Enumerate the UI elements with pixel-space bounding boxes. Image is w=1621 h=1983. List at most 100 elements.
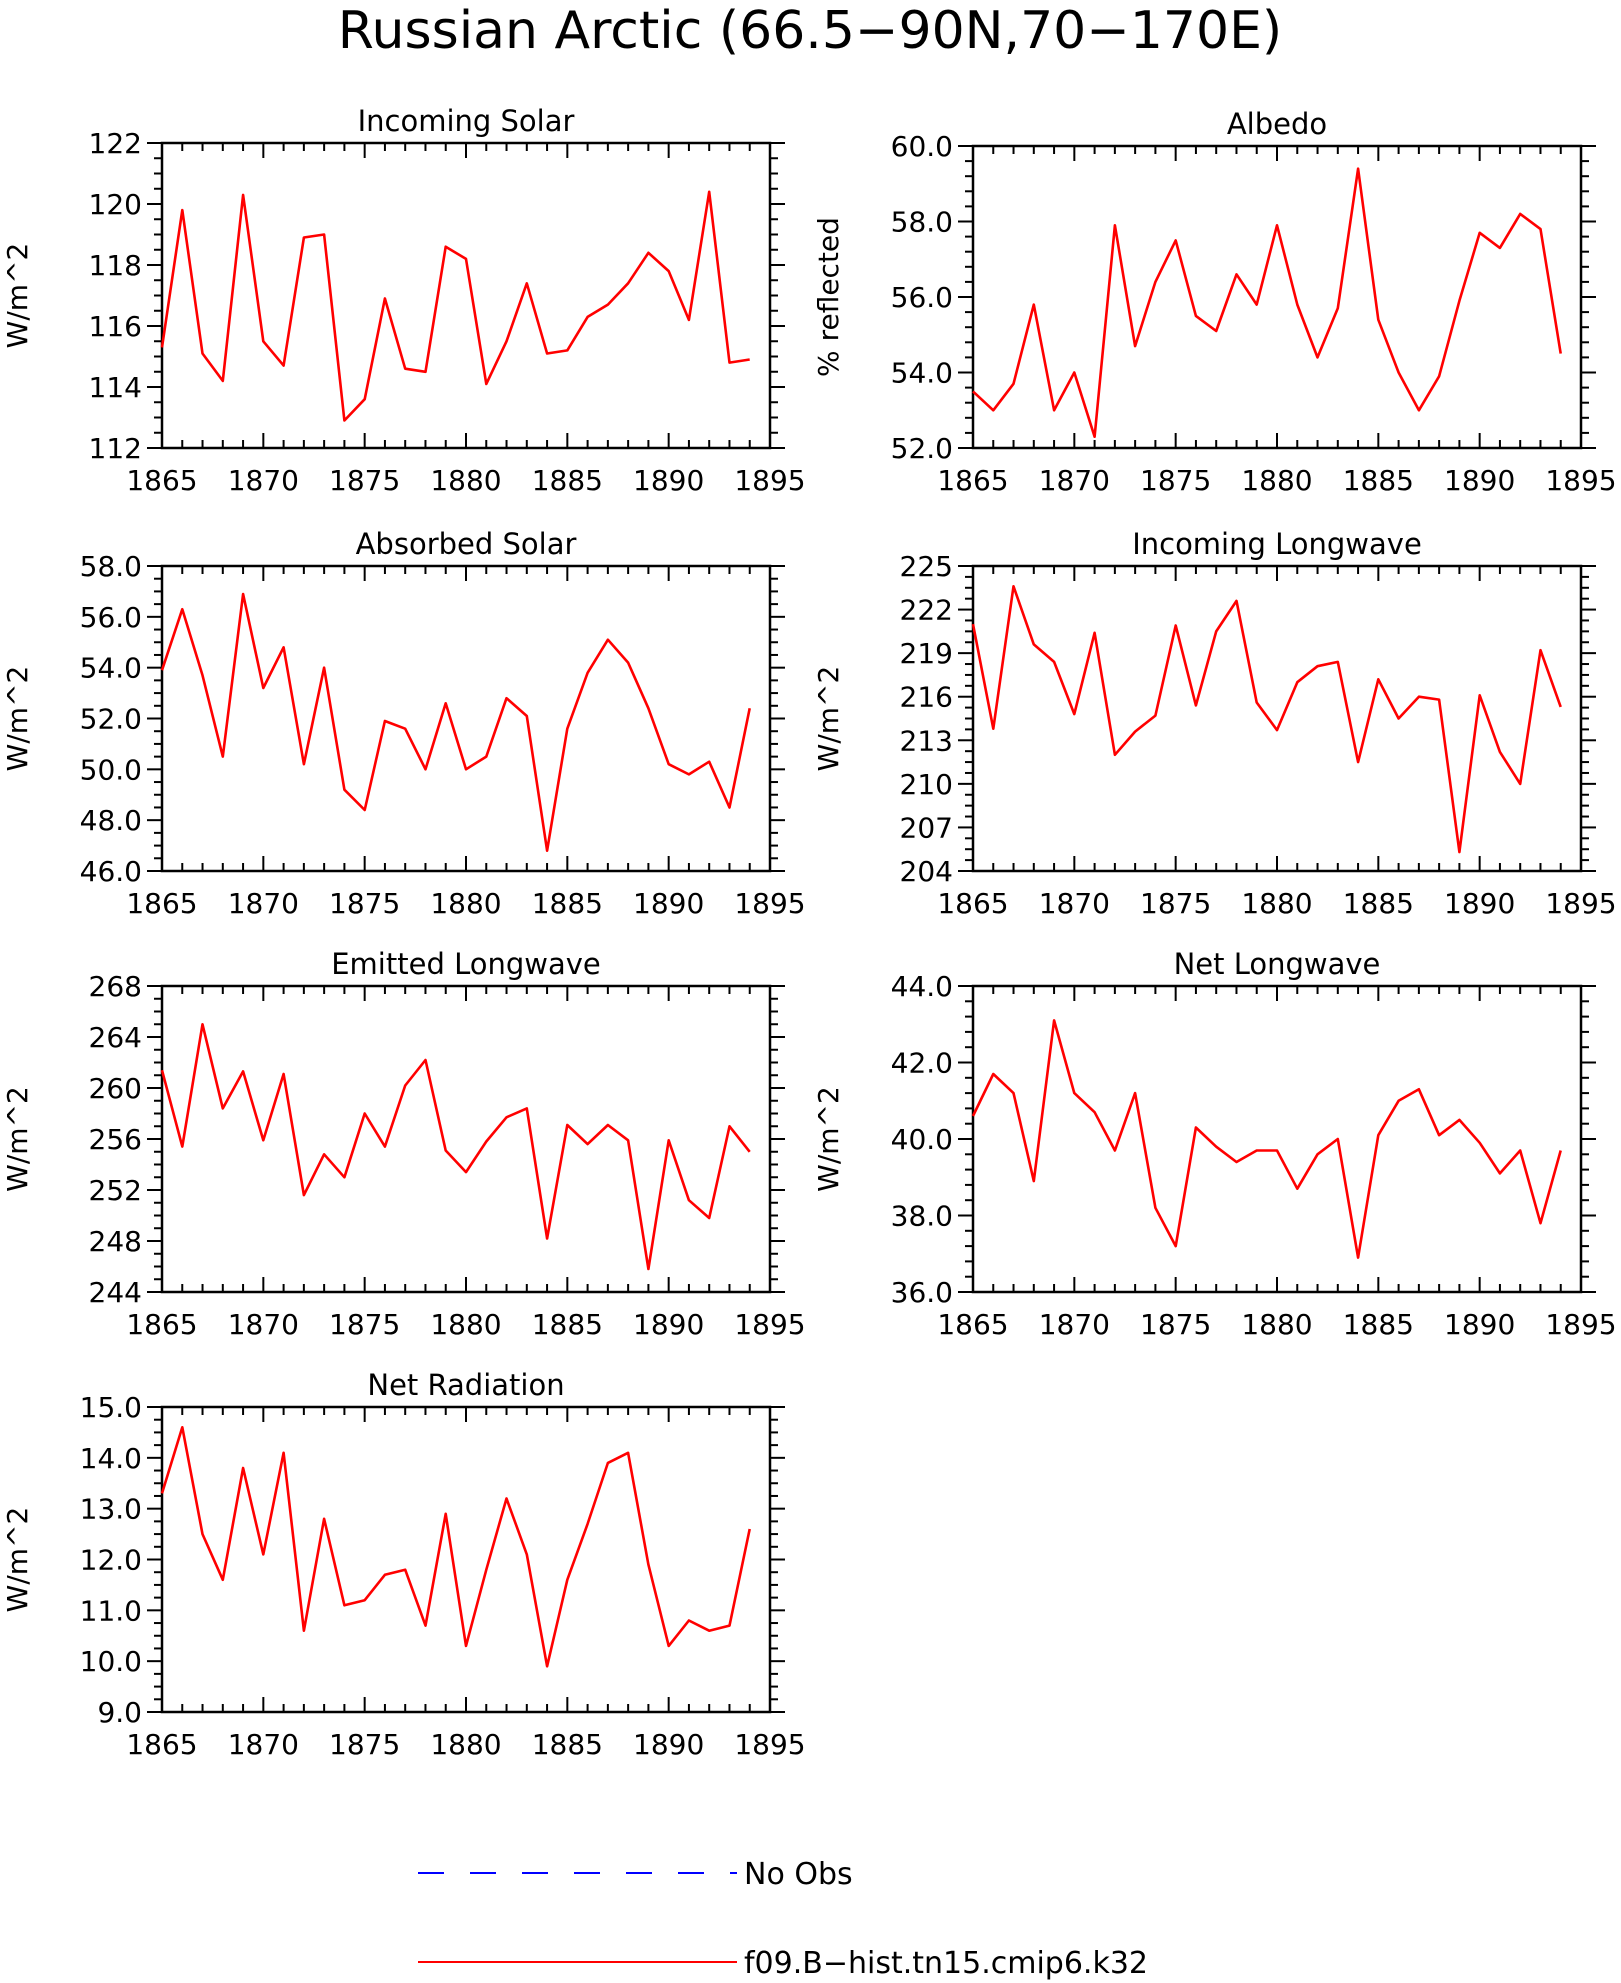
y-tick-label: 244 — [89, 1276, 142, 1309]
y-tick-label: 222 — [900, 594, 953, 627]
series-line-emitted-longwave — [160, 1023, 751, 1271]
x-tick-label: 1885 — [532, 1308, 603, 1341]
y-tick-label: 58.0 — [891, 206, 953, 239]
x-tick-label: 1885 — [532, 464, 603, 497]
series-line-net-radiation — [160, 1426, 751, 1668]
x-tick-label: 1880 — [1241, 464, 1312, 497]
y-tick-label: 120 — [89, 188, 142, 221]
y-tick-label: 219 — [900, 637, 953, 670]
x-tick-label: 1895 — [1545, 1308, 1616, 1341]
x-tick-label: 1885 — [532, 887, 603, 920]
panel-absorbed-solar: 1865 1870 1875 1880 1885 1890 1895 46.0 48.0 50.0… — [1, 527, 806, 920]
plot-frame — [160, 984, 772, 1294]
x-tick-label: 1890 — [633, 464, 704, 497]
y-tick-label: 54.0 — [891, 357, 953, 390]
x-tick-label: 1865 — [126, 1308, 197, 1341]
x-tick-label: 1875 — [329, 887, 400, 920]
x-tick-label: 1870 — [228, 887, 299, 920]
y-tick-label: 44.0 — [891, 970, 953, 1003]
x-tick-label: 1870 — [228, 1728, 299, 1761]
y-tick-label: 264 — [89, 1021, 142, 1054]
y-tick-label: 46.0 — [80, 855, 142, 888]
x-tick-label: 1890 — [1444, 464, 1515, 497]
y-tick-label: 40.0 — [891, 1123, 953, 1156]
plot-frame — [160, 1405, 772, 1714]
panel-title: Net Longwave — [1174, 947, 1381, 981]
panel-title: Net Radiation — [367, 1368, 564, 1402]
panel-net-longwave: 1865 1870 1875 1880 1885 1890 1895 36.0 38.0 40.0… — [812, 947, 1617, 1341]
series-line-incoming-longwave — [971, 584, 1562, 854]
panel-incoming-solar: 1865 1870 1875 1880 1885 1890 1895 112 114 116 118… — [1, 104, 806, 497]
y-tick-label: 225 — [900, 550, 953, 583]
y-tick-label: 56.0 — [80, 601, 142, 634]
x-tick-label: 1885 — [1343, 464, 1414, 497]
panel-albedo: 1865 1870 1875 1880 1885 1890 1895 52.0 54.0 56.0… — [812, 107, 1617, 497]
y-tick-label: 260 — [89, 1072, 142, 1105]
series-line-net-longwave — [971, 1019, 1562, 1259]
plot-frame — [971, 144, 1583, 450]
x-tick-label: 1885 — [1343, 887, 1414, 920]
x-tick-label: 1865 — [937, 887, 1008, 920]
y-tick-label: 60.0 — [891, 130, 953, 163]
panels: 1865 1870 1875 1880 1885 1890 1895 112 114 116 118… — [1, 104, 1617, 1761]
y-axis-label: % reflected — [812, 217, 845, 377]
x-tick-label: 1865 — [126, 464, 197, 497]
x-tick-label: 1865 — [126, 887, 197, 920]
panel-incoming-longwave: 1865 1870 1875 1880 1885 1890 1895 204 207 210 213… — [812, 527, 1617, 920]
panel-title: Albedo — [1227, 107, 1327, 141]
y-tick-label: 112 — [89, 432, 142, 465]
legend: No Obs f09.B−hist.tn15.cmip6.k32 — [418, 1857, 1148, 1981]
x-tick-label: 1885 — [532, 1728, 603, 1761]
y-tick-label: 268 — [89, 970, 142, 1003]
y-tick-label: 52.0 — [891, 432, 953, 465]
panel-net-radiation: 1865 1870 1875 1880 1885 1890 1895 9.0 10.0 11.0 1… — [1, 1368, 806, 1761]
x-tick-label: 1870 — [1039, 464, 1110, 497]
y-axis-label: W/m^2 — [812, 666, 845, 772]
x-tick-label: 1895 — [734, 1728, 805, 1761]
y-tick-label: 9.0 — [97, 1696, 142, 1729]
panel-title: Emitted Longwave — [331, 947, 601, 981]
y-tick-label: 122 — [89, 127, 142, 160]
x-tick-label: 1890 — [633, 1308, 704, 1341]
y-tick-label: 58.0 — [80, 550, 142, 583]
plot-frame — [971, 984, 1583, 1294]
x-tick-label: 1875 — [1140, 1308, 1211, 1341]
y-tick-label: 38.0 — [891, 1200, 953, 1233]
x-tick-label: 1880 — [1241, 1308, 1312, 1341]
y-tick-label: 114 — [89, 371, 142, 404]
x-tick-label: 1875 — [329, 1308, 400, 1341]
legend-label-model: f09.B−hist.tn15.cmip6.k32 — [744, 1946, 1148, 1981]
x-tick-label: 1870 — [1039, 1308, 1110, 1341]
x-tick-label: 1875 — [1140, 887, 1211, 920]
y-tick-label: 210 — [900, 768, 953, 801]
series-line-albedo — [972, 167, 1562, 439]
main-title: Russian Arctic (66.5−90N,70−170E) — [338, 1, 1282, 61]
y-tick-label: 118 — [89, 249, 142, 282]
x-tick-label: 1890 — [633, 1728, 704, 1761]
x-tick-label: 1870 — [1039, 887, 1110, 920]
y-tick-label: 36.0 — [891, 1276, 953, 1309]
panel-title: Incoming Longwave — [1132, 527, 1422, 561]
y-tick-label: 248 — [89, 1225, 142, 1258]
y-axis-label: W/m^2 — [1, 666, 34, 772]
series-line-incoming-solar — [160, 190, 750, 422]
x-tick-label: 1885 — [1343, 1308, 1414, 1341]
x-tick-label: 1895 — [734, 1308, 805, 1341]
x-tick-label: 1875 — [329, 464, 400, 497]
y-axis-label: W/m^2 — [1, 1086, 34, 1192]
y-tick-label: 252 — [89, 1174, 142, 1207]
legend-label-no-obs: No Obs — [744, 1857, 853, 1892]
y-tick-label: 56.0 — [891, 281, 953, 314]
y-tick-label: 15.0 — [80, 1391, 142, 1424]
y-tick-label: 207 — [900, 811, 953, 844]
x-tick-label: 1865 — [937, 464, 1008, 497]
x-tick-label: 1895 — [1545, 887, 1616, 920]
plot-frame — [971, 564, 1583, 873]
y-tick-label: 14.0 — [80, 1442, 142, 1475]
x-tick-label: 1880 — [1241, 887, 1312, 920]
x-tick-label: 1865 — [126, 1728, 197, 1761]
x-tick-label: 1895 — [734, 887, 805, 920]
x-tick-label: 1895 — [734, 464, 805, 497]
panel-emitted-longwave: 1865 1870 1875 1880 1885 1890 1895 244 248 252 256… — [1, 947, 806, 1341]
